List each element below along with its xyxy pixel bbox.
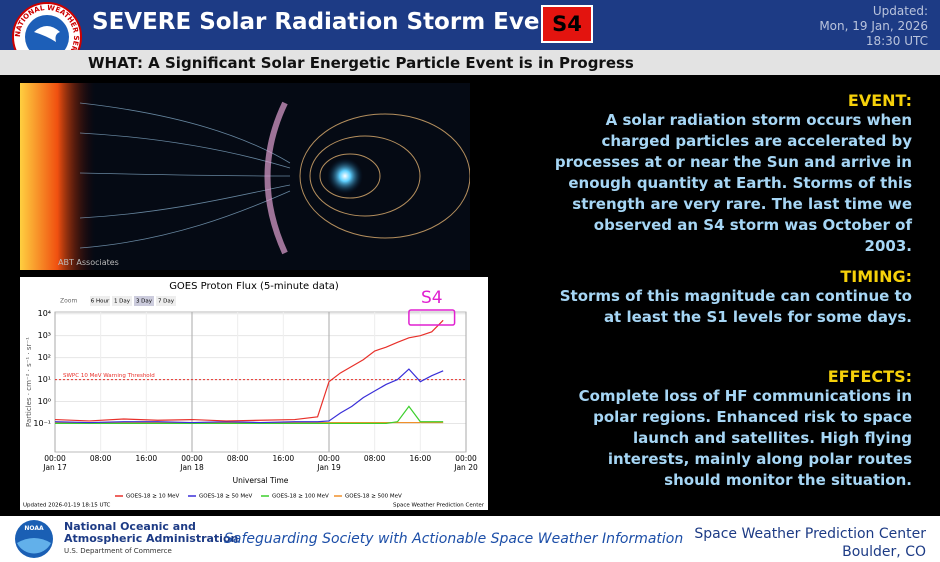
section-heading: TIMING: [840,267,912,286]
chart: GOES Proton Flux (5-minute data) Zoom 6 Ho… [20,277,488,510]
chart-credit: Space Weather Prediction Center [393,503,485,509]
footer [0,516,940,562]
zoom-button[interactable] [112,296,132,306]
date-label: Jan 20 [453,463,478,472]
series-line [54,319,444,422]
zoom-option: 3 Day [136,299,153,305]
series-line [54,368,444,424]
section-heading: EVENT: [847,91,912,110]
x-tick-label: 08:00 [90,454,112,463]
updated: Updated: Mon, 19 Jan, 2026 18:30 UTC [819,4,928,49]
updated-label: Updated: [872,4,928,18]
chart-updated: Updated 2026-01-19 18:15 UTC [23,503,111,509]
section-heading: EFFECTS: [827,367,912,386]
org-line: National Oceanic and [64,520,196,533]
what-bar [0,50,940,75]
chart-title: GOES Proton Flux (5-minute data) [169,281,339,292]
legend-entry: GOES-18 ≥ 500 MeV [345,494,402,500]
x-tick-label: 00:00 [181,454,203,463]
updated-date: Mon, 19 Jan, 2026 [819,19,928,33]
date-label: Jan 17 [42,463,67,472]
section-text: Storms of this magnitude can continue to… [559,287,912,326]
zoom-button[interactable] [134,296,154,306]
legend-entry: GOES-18 ≥ 10 MeV [126,494,180,500]
date-label: Jan 19 [316,463,341,472]
zoom-button[interactable] [156,296,176,306]
y-tick-label: 10² [38,353,51,362]
noaa-text: NOAA [24,525,44,532]
y-tick-label: 10⁻¹ [33,419,51,428]
x-tick-label: 16:00 [410,454,432,463]
x-tick-label: 00:00 [318,454,340,463]
annotation-label: S4 [421,288,443,308]
legend-entry: GOES-18 ≥ 100 MeV [272,494,329,500]
section-text: A solar radiation storm occurs when char… [554,111,912,255]
section: EFFECTS: Complete loss of HF communicati… [552,367,912,491]
noaa-logo: NOAA [15,520,53,558]
x-tick-label: 16:00 [273,454,295,463]
slogan: Safeguarding Society with Actionable Spa… [224,531,684,547]
y-axis-label: Particles · cm⁻² · s⁻¹ · sr⁻¹ [25,337,33,427]
zoom-option: 7 Day [158,299,175,305]
y-tick-label: 10³ [38,331,51,340]
series-line [55,405,444,425]
x-tick-label: 08:00 [364,454,386,463]
updated-time: 18:30 UTC [865,34,928,48]
x-tick-label: 16:00 [136,454,158,463]
scale-badge: S4 [541,5,593,43]
x-tick-label: 00:00 [44,454,66,463]
location: Boulder, CO [842,544,926,560]
title: SEVERE Solar Radiation Storm Event [92,9,567,35]
center: Space Weather Prediction Center Boulder,… [694,525,926,561]
image-credit: ABT Associates [58,258,119,267]
x-tick-label: 00:00 [455,454,477,463]
threshold-label: SWPC 10 MeV Warning Threshold [63,373,155,379]
zoom-button[interactable] [90,296,110,306]
annotation-box [408,309,456,326]
noaa-org: National Oceanic and Atmospheric Adminis… [64,521,238,557]
zoom-label: Zoom [60,298,77,305]
header-bar [0,0,940,50]
zoom-option: 1 Day [114,299,131,305]
section-text: Complete loss of HF communications in po… [578,387,912,489]
zoom-option: 6 Hour [91,299,110,305]
y-tick-label: 10⁰ [38,397,51,406]
date-label: Jan 18 [179,463,204,472]
section: EVENT: A solar radiation storm occurs wh… [552,91,912,257]
x-tick-label: 08:00 [227,454,249,463]
what-text: WHAT: A Significant Solar Energetic Part… [88,54,634,72]
section: TIMING: Storms of this magnitude can con… [552,267,912,328]
legend-entry: GOES-18 ≥ 50 MeV [199,494,253,500]
x-axis-label: Universal Time [233,476,289,485]
magnetosphere-image: ABT Associates [20,83,470,270]
center-name: Space Weather Prediction Center [694,526,926,542]
org-line: Atmospheric Administration [64,532,239,545]
y-tick-label: 10⁴ [38,309,51,318]
y-tick-label: 10¹ [38,375,51,384]
dept: U.S. Department of Commerce [64,547,172,555]
